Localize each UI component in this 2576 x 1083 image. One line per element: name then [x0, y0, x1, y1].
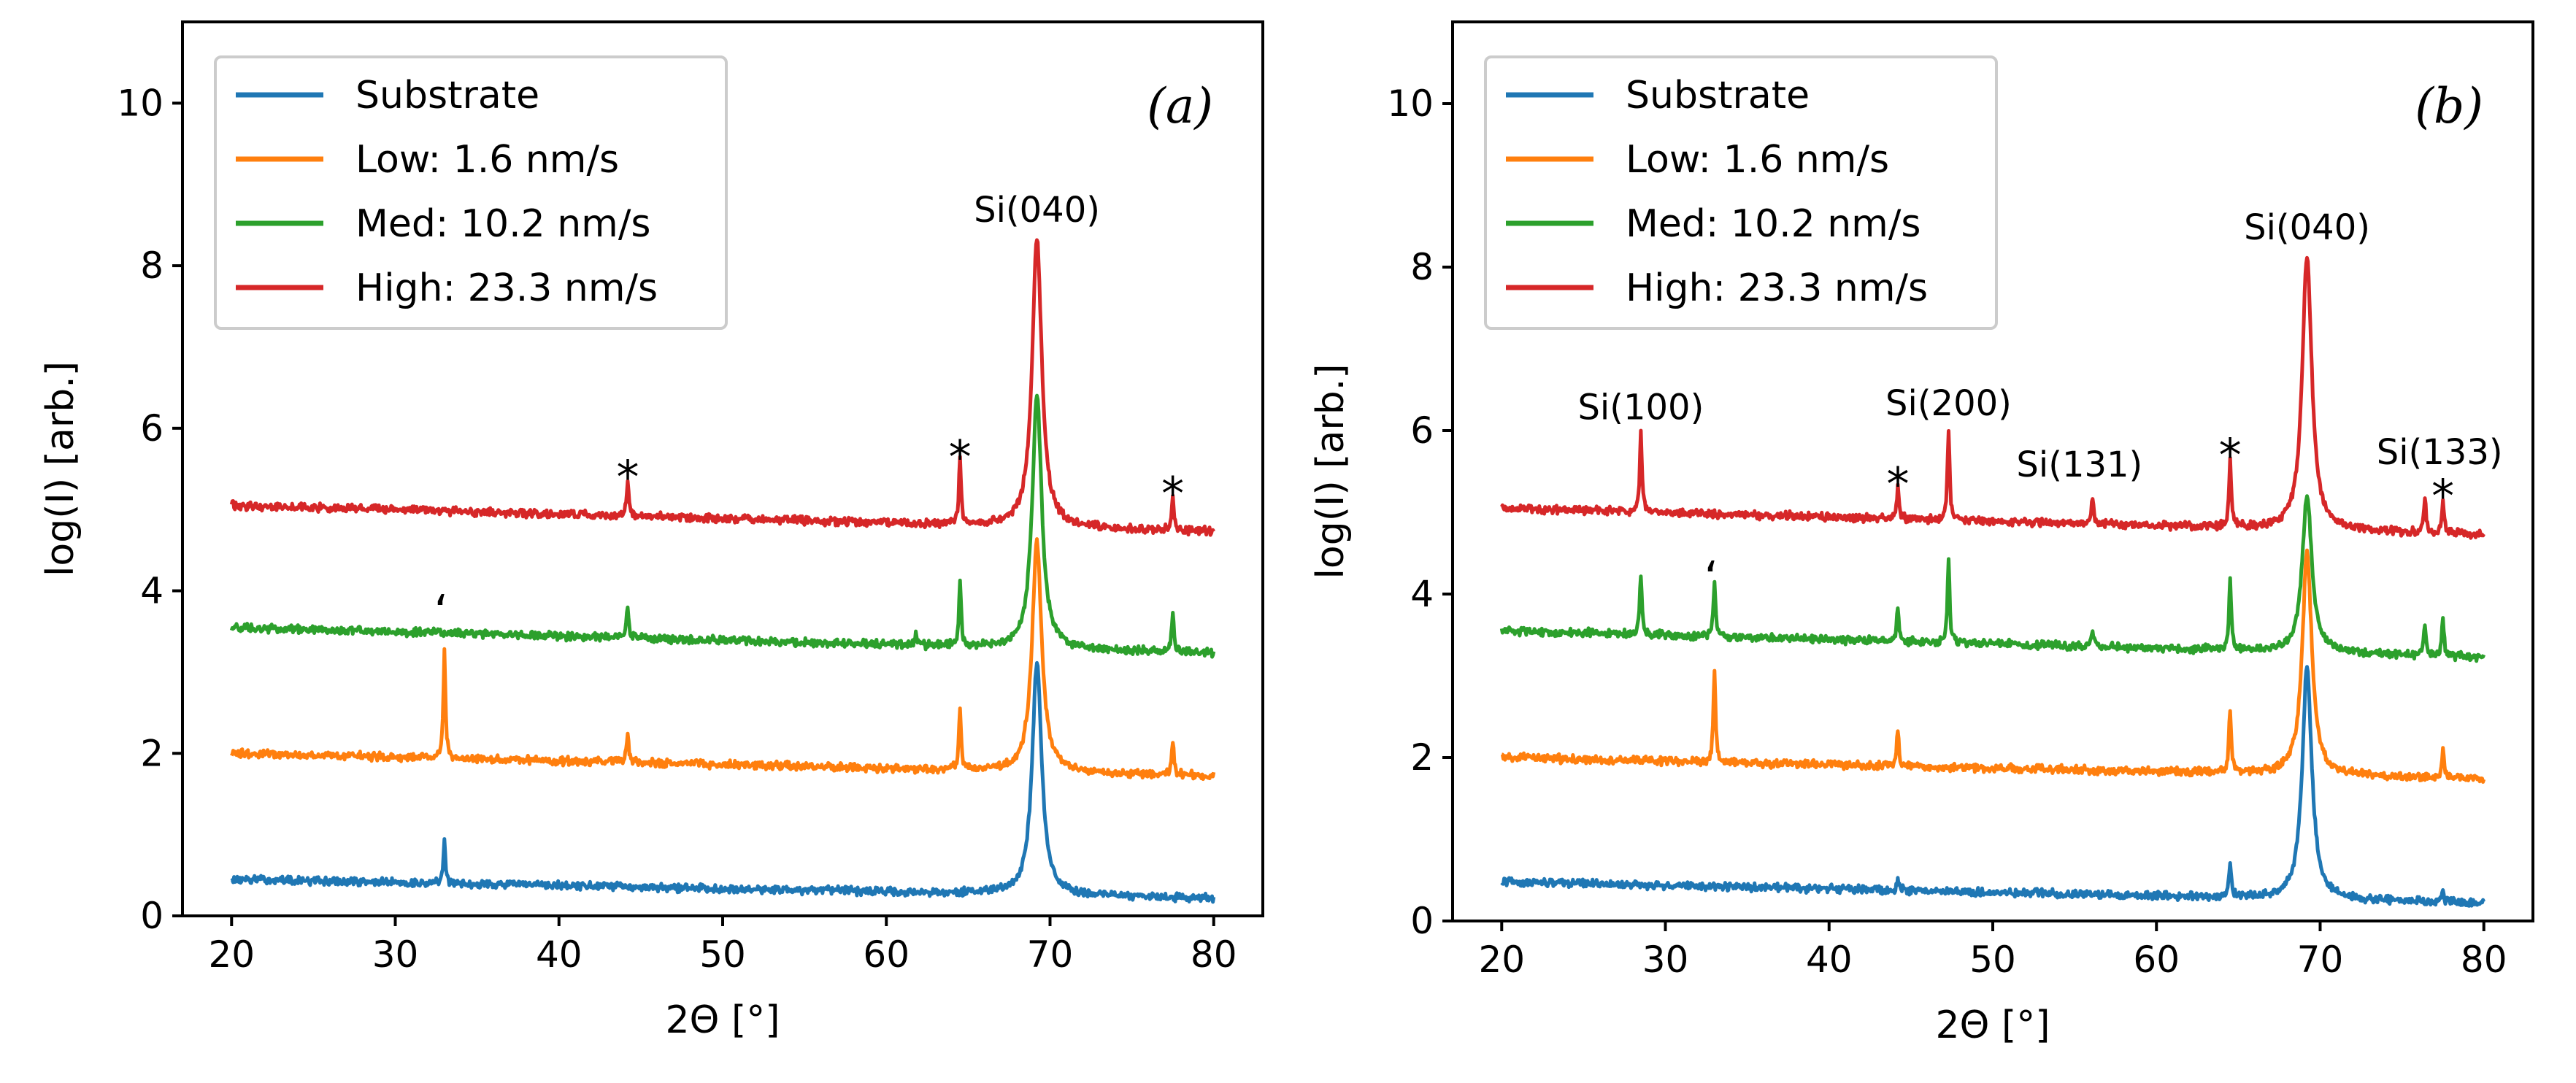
- y-tick-label: 10: [1387, 82, 1434, 125]
- legend-entry: Low: 1.6 nm/s: [355, 138, 619, 182]
- peak-label: Si(131): [2016, 444, 2142, 485]
- legend-entry: Substrate: [355, 74, 539, 117]
- peak-tick-marker: ‘: [1704, 552, 1718, 605]
- series-line-med: [229, 393, 1216, 659]
- x-axis-label: 2Θ [°]: [1935, 1003, 2050, 1047]
- panel-label: (b): [2415, 78, 2483, 134]
- y-tick-label: 8: [140, 244, 164, 287]
- peak-star-marker: *: [949, 431, 972, 484]
- x-tick-label: 80: [2461, 939, 2507, 981]
- y-tick-label: 0: [1410, 900, 1434, 942]
- y-tick-label: 0: [140, 895, 164, 937]
- y-tick-label: 10: [117, 82, 164, 124]
- y-axis-label: log(I) [arb.]: [1309, 363, 1353, 579]
- x-tick-label: 20: [208, 933, 255, 976]
- legend-entry: High: 23.3 nm/s: [355, 266, 658, 310]
- series-line-high: [1500, 255, 2485, 540]
- y-tick-label: 4: [140, 570, 164, 612]
- panel-a: 20 30 40 50 60 70 80 0 2 4 6 8 10 2Θ [°] log(I) [arb.]…: [39, 20, 1264, 1042]
- series-line-med: [1499, 494, 2486, 663]
- peak-star-marker: *: [616, 451, 639, 504]
- peak-label: Si(100): [1577, 387, 1704, 428]
- peak-star-marker: *: [1886, 458, 1909, 511]
- x-tick-label: 30: [1642, 939, 1689, 981]
- legend-entry: Med: 10.2 nm/s: [355, 202, 650, 246]
- peak-label: Si(133): [2377, 432, 2503, 473]
- legend-box: [214, 55, 728, 330]
- y-tick-label: 6: [1410, 409, 1434, 452]
- x-tick-label: 50: [1969, 939, 2016, 981]
- series-line-low: [1500, 548, 2486, 784]
- x-tick-label: 50: [699, 933, 746, 976]
- series-line-substrate: [230, 660, 1216, 904]
- series-line-high: [229, 238, 1215, 537]
- panel-b: 20 30 40 50 60 70 80 0 2 4 6 8 10 2Θ [°] log(I) [arb.]…: [1309, 20, 2534, 1047]
- legend-entry: High: 23.3 nm/s: [1626, 266, 1928, 310]
- peak-star-marker: *: [2219, 429, 2242, 482]
- x-tick-label: 20: [1478, 939, 1525, 981]
- legend-entry: Substrate: [1626, 74, 1810, 117]
- y-tick-label: 4: [1410, 573, 1434, 615]
- y-tick-label: 2: [140, 732, 164, 774]
- peak-label: Si(200): [1885, 383, 2012, 424]
- panel-label: (a): [1147, 78, 1213, 134]
- legend-entry: Med: 10.2 nm/s: [1626, 202, 1921, 246]
- y-tick-label: 2: [1410, 736, 1434, 779]
- x-tick-label: 30: [372, 933, 419, 976]
- x-tick-label: 40: [1806, 939, 1853, 981]
- series-line-low: [230, 537, 1216, 782]
- y-tick-label: 8: [1410, 246, 1434, 288]
- peak-label: Si(040): [2244, 207, 2370, 248]
- x-tick-label: 70: [2297, 939, 2344, 981]
- x-tick-label: 60: [863, 933, 910, 976]
- x-tick-label: 40: [536, 933, 583, 976]
- x-tick-label: 60: [2133, 939, 2180, 981]
- x-axis-label: 2Θ [°]: [665, 998, 780, 1042]
- peak-label: Si(040): [974, 190, 1100, 231]
- series-line-substrate: [1500, 665, 2485, 908]
- legend-entry: Low: 1.6 nm/s: [1626, 138, 1889, 182]
- x-tick-label: 80: [1191, 933, 1237, 976]
- peak-tick-marker: ‘: [434, 585, 448, 638]
- x-tick-label: 70: [1027, 933, 1074, 976]
- y-axis-label: log(I) [arb.]: [39, 361, 82, 577]
- peak-star-marker: *: [2431, 470, 2454, 523]
- peak-star-marker: *: [1161, 467, 1184, 520]
- y-tick-label: 6: [140, 407, 164, 450]
- legend-box: [1484, 55, 1998, 330]
